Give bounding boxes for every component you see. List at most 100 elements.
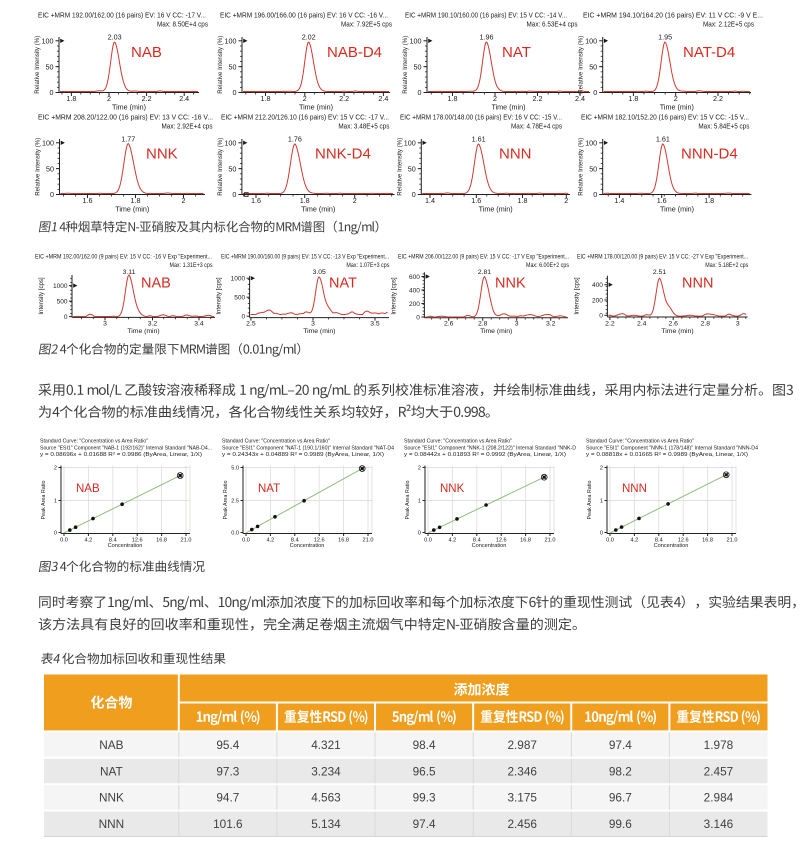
svg-text:Max: 2.92E+4 cps: Max: 2.92E+4 cps: [162, 122, 213, 131]
svg-text:Max: 6.00E+2 cps: Max: 6.00E+2 cps: [526, 262, 569, 269]
svg-text:3: 3: [311, 321, 315, 328]
svg-text:2: 2: [303, 94, 307, 103]
svg-text:NAT: NAT: [100, 764, 123, 778]
svg-text:1.95: 1.95: [658, 33, 672, 42]
svg-text:12.6: 12.6: [132, 537, 143, 543]
svg-text:NAB: NAB: [99, 738, 123, 752]
svg-text:0: 0: [412, 190, 416, 199]
svg-text:Intensity [cps]: Intensity [cps]: [573, 277, 580, 315]
svg-text:400: 400: [409, 287, 420, 294]
svg-text:97.4: 97.4: [413, 817, 436, 831]
svg-text:400: 400: [592, 282, 603, 289]
svg-text:4.2: 4.2: [449, 537, 457, 543]
svg-text:2.346: 2.346: [507, 764, 537, 778]
svg-text:0: 0: [54, 531, 57, 537]
svg-text:1000: 1000: [231, 276, 246, 283]
svg-text:NAT: NAT: [502, 44, 531, 61]
svg-text:16.8: 16.8: [338, 537, 349, 543]
svg-text:NAT-D4: NAT-D4: [683, 44, 735, 61]
svg-text:Intensity [cps]: Intensity [cps]: [216, 277, 223, 315]
svg-text:0.0: 0.0: [606, 537, 614, 543]
svg-text:0: 0: [50, 190, 54, 199]
svg-text:0: 0: [418, 88, 422, 97]
svg-text:3.11: 3.11: [123, 269, 136, 276]
svg-text:2.2: 2.2: [605, 321, 615, 328]
svg-text:NNK-D4: NNK-D4: [315, 146, 371, 163]
svg-text:2: 2: [493, 94, 497, 103]
svg-text:2: 2: [182, 196, 186, 205]
svg-text:50: 50: [408, 164, 416, 173]
svg-text:3.175: 3.175: [507, 791, 537, 805]
svg-text:100: 100: [42, 36, 54, 45]
svg-text:2.984: 2.984: [704, 791, 734, 805]
svg-text:Standard Curve: "Concentration: Standard Curve: "Concentration vs Area R…: [586, 439, 694, 445]
svg-text:1.978: 1.978: [704, 738, 734, 752]
svg-text:2.2: 2.2: [713, 94, 723, 103]
svg-text:0: 0: [50, 88, 54, 97]
svg-text:Time (min): Time (min): [303, 328, 335, 335]
svg-text:50: 50: [229, 62, 237, 71]
svg-text:100: 100: [225, 36, 237, 45]
svg-text:0: 0: [593, 88, 597, 97]
svg-text:EIC +MRM 178.00/120.00 (9 pair: EIC +MRM 178.00/120.00 (9 pairs) EV: 15 …: [577, 253, 748, 260]
svg-text:2: 2: [564, 196, 568, 205]
svg-text:5.0: 5.0: [231, 466, 239, 472]
svg-text:1.4: 1.4: [425, 196, 435, 205]
svg-text:Max: 4.78E+4 cps: Max: 4.78E+4 cps: [511, 122, 562, 131]
svg-text:16.8: 16.8: [520, 537, 531, 543]
svg-text:0.0: 0.0: [60, 537, 68, 543]
svg-text:1.8: 1.8: [518, 196, 528, 205]
svg-text:Concentration: Concentration: [108, 543, 143, 549]
svg-text:50: 50: [46, 62, 54, 71]
svg-text:NAT: NAT: [329, 276, 357, 292]
svg-text:96.5: 96.5: [413, 764, 436, 778]
svg-text:600: 600: [409, 274, 420, 281]
svg-text:0: 0: [233, 88, 237, 97]
svg-text:97.3: 97.3: [216, 764, 239, 778]
svg-text:Time (min): Time (min): [127, 328, 159, 335]
svg-text:NNN-D4: NNN-D4: [681, 146, 738, 163]
svg-text:NNK: NNK: [146, 146, 178, 163]
svg-text:NNK: NNK: [495, 276, 526, 292]
svg-text:100: 100: [585, 138, 597, 147]
svg-text:Intensity [cps]: Intensity [cps]: [390, 277, 397, 315]
svg-text:EIC +MRM 194.10/164.20 (16 pai: EIC +MRM 194.10/164.20 (16 pairs) EV: 11…: [583, 11, 763, 20]
svg-text:Max: 5.84E+5 cps: Max: 5.84E+5 cps: [698, 122, 749, 131]
svg-text:EIC +MRM 178.00/148.00 (16 pai: EIC +MRM 178.00/148.00 (16 pairs) EV: 16…: [400, 113, 562, 122]
svg-text:EIC +MRM 192.00/162.00 (16 pai: EIC +MRM 192.00/162.00 (16 pairs) EV: 16…: [38, 11, 206, 20]
svg-text:101.6: 101.6: [213, 817, 243, 831]
svg-text:Time (min): Time (min): [660, 204, 694, 213]
svg-text:1.6: 1.6: [251, 196, 261, 205]
svg-text:Relative Intensity (%): Relative Intensity (%): [402, 36, 409, 94]
svg-text:Relative Intensity (%): Relative Intensity (%): [578, 138, 585, 196]
svg-text:1.6: 1.6: [471, 196, 481, 205]
svg-text:1.8: 1.8: [131, 196, 141, 205]
svg-text:2.2: 2.2: [142, 94, 152, 103]
svg-text:100: 100: [585, 36, 597, 45]
svg-text:Max: 1.31E+3 cps: Max: 1.31E+3 cps: [170, 262, 213, 269]
svg-text:EIC +MRM 208.20/122.00 (16 pai: EIC +MRM 208.20/122.00 (16 pairs) EV: 13…: [38, 113, 213, 122]
svg-text:Max: 3.48E+5 cps: Max: 3.48E+5 cps: [338, 122, 389, 131]
svg-text:1.76: 1.76: [288, 135, 302, 144]
svg-text:2.81: 2.81: [478, 269, 491, 276]
svg-text:50: 50: [228, 164, 236, 173]
svg-text:Max: 1.07E+3 cps: Max: 1.07E+3 cps: [346, 262, 389, 269]
svg-text:1: 1: [54, 499, 57, 505]
svg-text:NNN: NNN: [499, 146, 532, 163]
svg-text:3: 3: [515, 321, 519, 328]
svg-text:100: 100: [404, 138, 416, 147]
svg-text:NAB-D4: NAB-D4: [327, 44, 382, 61]
svg-text:Time (min): Time (min): [660, 102, 694, 111]
svg-text:200: 200: [592, 297, 603, 304]
svg-text:95.4: 95.4: [216, 738, 239, 752]
svg-text:1: 1: [418, 499, 421, 505]
svg-text:Relative Intensity (%): Relative Intensity (%): [35, 138, 42, 196]
svg-text:y = 0.24343x + 0.04889 R² =: y = 0.24343x + 0.04889 R² = 0.9989 (ByAr…: [222, 452, 384, 458]
svg-text:1.8: 1.8: [300, 196, 310, 205]
svg-text:2.457: 2.457: [704, 764, 734, 778]
svg-text:Source "ESI1" Component "NNK-1: Source "ESI1" Component "NNK-1 (208.2/12…: [404, 445, 576, 451]
svg-text:2.2: 2.2: [339, 94, 349, 103]
svg-text:1.96: 1.96: [480, 33, 494, 42]
svg-text:3.2: 3.2: [148, 321, 158, 328]
svg-text:Time (min): Time (min): [491, 102, 525, 111]
